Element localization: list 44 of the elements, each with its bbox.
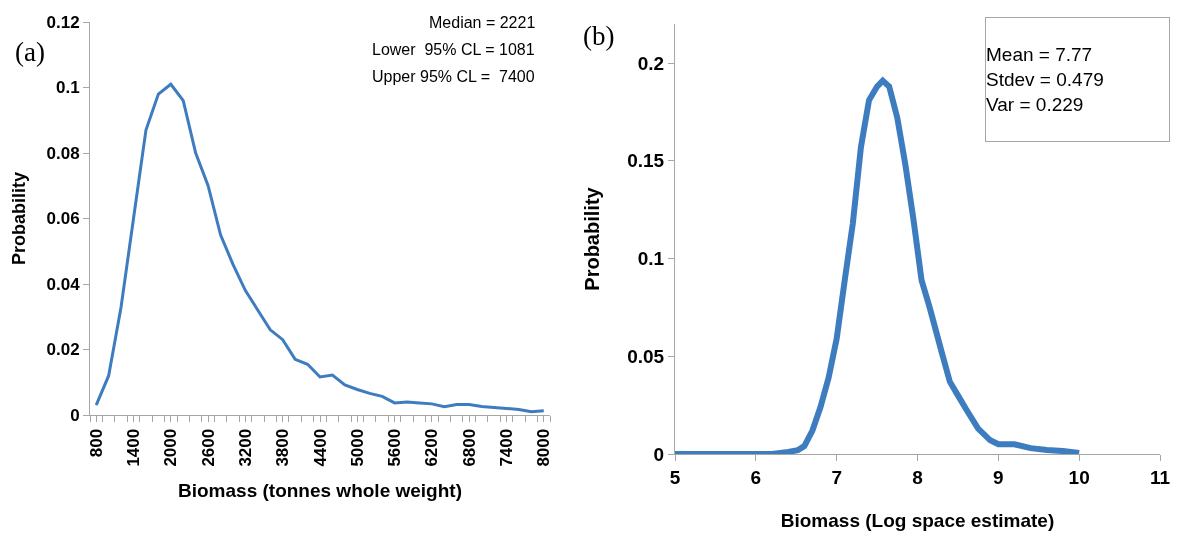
y-tick-label: 0.08 bbox=[46, 143, 80, 163]
y-tick-label: 0.02 bbox=[46, 340, 80, 360]
x-tick-label: 5000 bbox=[347, 428, 367, 467]
annotation: Var = 0.229 bbox=[986, 93, 1084, 115]
x-tick-label: 8000 bbox=[534, 428, 554, 467]
x-tick-label: 10 bbox=[1068, 466, 1090, 488]
y-tick-label: 0.1 bbox=[55, 78, 80, 98]
x-tick-label: 6200 bbox=[422, 428, 442, 467]
annotation: Mean = 7.77 bbox=[986, 44, 1093, 66]
x-tick-label: 8 bbox=[912, 466, 923, 488]
y-tick-label: 0.1 bbox=[637, 248, 665, 270]
x-tick-label: 11 bbox=[1149, 466, 1171, 488]
x-tick-label: 7400 bbox=[497, 428, 517, 467]
x-tick-label: 4400 bbox=[310, 428, 330, 467]
x-tick-label: 6 bbox=[750, 466, 762, 488]
x-tick-label: 3200 bbox=[235, 428, 255, 467]
x-tick-label: 5 bbox=[669, 466, 681, 488]
y-tick-label: 0 bbox=[653, 443, 665, 465]
y-tick-label: 0.12 bbox=[46, 12, 80, 32]
x-tick-label: 1400 bbox=[124, 428, 144, 467]
y-tick-label: 0 bbox=[70, 405, 80, 425]
y-tick-label: 0.06 bbox=[46, 209, 80, 229]
x-axis-title: Biomass (tonnes whole weight) bbox=[178, 480, 462, 502]
x-tick-label: 9 bbox=[993, 466, 1004, 488]
x-tick-label: 5600 bbox=[385, 428, 405, 467]
annotation: Upper 95% CL = 7400 bbox=[372, 68, 535, 85]
x-tick-label: 7 bbox=[831, 466, 842, 488]
y-tick-label: 0.15 bbox=[627, 150, 665, 172]
x-axis-title: Biomass (Log space estimate) bbox=[780, 509, 1055, 531]
chart-title: (b) bbox=[583, 21, 615, 51]
annotation: Median = 2221 bbox=[429, 14, 536, 31]
x-tick-label: 6800 bbox=[459, 428, 479, 467]
y-axis-title: Probability bbox=[580, 186, 603, 291]
y-tick-label: 0.04 bbox=[46, 274, 81, 294]
annotation: Stdev = 0.479 bbox=[986, 69, 1104, 90]
y-tick-label: 0.05 bbox=[627, 345, 665, 367]
x-tick-label: 3800 bbox=[273, 428, 293, 467]
annotation: Lower 95% CL = 1081 bbox=[372, 41, 535, 58]
text: (a) bbox=[15, 37, 45, 67]
x-tick-label: 2000 bbox=[161, 428, 181, 467]
y-axis-title: Probability bbox=[8, 171, 29, 266]
x-tick-label: 800 bbox=[86, 428, 106, 458]
y-tick-label: 0.2 bbox=[637, 52, 665, 74]
x-tick-label: 2600 bbox=[198, 428, 218, 467]
